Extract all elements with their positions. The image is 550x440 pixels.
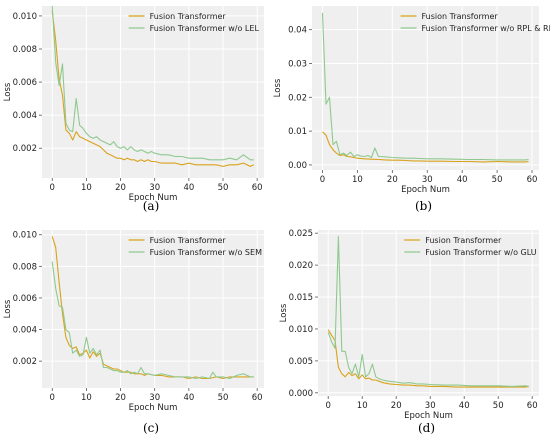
y-axis-label: Loss [3,299,13,318]
chart-panel-1: 0 10 20 30 40 50 60 0.002 0.004 0.006 0.008 0.010 Ep… [3,5,264,213]
y-axis-label: Loss [3,82,13,101]
x-tick-label: 50 [218,183,229,193]
x-tick-label: 40 [183,183,194,193]
x-tick-label: 60 [252,183,263,193]
series-line-2 [51,5,254,161]
x-tick-label: 10 [352,175,363,185]
x-tick-label: 40 [459,401,470,411]
series-line-2 [321,12,529,161]
x-tick-label: 50 [493,401,504,411]
x-tick-label: 60 [252,393,263,403]
panel-caption: (b) [415,199,432,213]
plot-area [312,6,539,170]
x-tick-label: 0 [50,183,55,193]
y-tick-label: 0.01 [288,127,307,137]
x-tick-label: 40 [457,175,468,185]
y-tick-label: 0.002 [13,144,37,154]
x-tick-label: 60 [527,175,538,185]
x-tick-label: 30 [422,175,433,185]
series-line-1 [51,10,255,167]
x-tick-label: 20 [387,175,398,185]
y-tick-label: 0.015 [289,293,313,303]
plot-area [42,230,264,388]
legend-entry-2: Fusion Transformer w/o RPL & RMA [422,24,550,33]
series-line-1 [327,329,529,388]
legend-entry-1: Fusion Transformer [150,236,227,245]
y-tick-label: 0.03 [288,59,307,69]
y-axis-label: Loss [273,78,283,97]
legend-entry-2: Fusion Transformer w/o GLU [425,248,537,257]
x-tick-label: 10 [81,393,92,403]
y-tick-label: 0.010 [289,325,313,335]
plot-area [318,230,539,396]
legend-entry-1: Fusion Transformer [150,12,227,21]
x-axis-label: Epoch Num [401,185,450,195]
y-tick-label: 0.008 [13,45,37,55]
x-tick-label: 0 [325,401,330,411]
y-tick-label: 0.006 [13,294,37,304]
x-tick-label: 30 [425,401,436,411]
plot-area [42,6,264,178]
x-tick-label: 10 [81,183,92,193]
x-tick-label: 40 [183,393,194,403]
legend-entry-1: Fusion Transformer [425,236,502,245]
x-tick-label: 0 [320,175,325,185]
panel-caption: (c) [143,421,159,435]
y-tick-label: 0.004 [13,326,37,336]
legend-entry-1: Fusion Transformer [422,12,499,21]
x-axis-label: Epoch Num [129,193,178,203]
y-tick-label: 0.020 [289,261,313,271]
x-tick-label: 30 [149,183,160,193]
y-tick-label: 0.025 [289,229,313,239]
y-tick-label: 0.000 [289,389,313,399]
x-axis-label: Epoch Num [129,403,178,413]
panel-caption: (a) [143,199,160,213]
y-tick-label: 0.010 [13,231,37,241]
y-axis-label: Loss [279,303,289,322]
legend-entry-2: Fusion Transformer w/o SEM [150,248,262,257]
x-tick-label: 0 [50,393,55,403]
x-tick-label: 30 [149,393,160,403]
y-tick-label: 0.02 [288,93,307,103]
x-axis-label: Epoch Num [404,411,453,421]
y-tick-label: 0.010 [13,12,37,22]
chart-panel-2: 0 10 20 30 40 50 60 0.00 0.01 0.02 0.03 0.04 Epoch N… [273,6,550,213]
y-tick-label: 0.04 [288,26,307,36]
x-tick-label: 20 [391,401,402,411]
panel-caption: (d) [418,421,435,435]
y-tick-label: 0.005 [289,357,313,367]
chart-panel-4: 0 10 20 30 40 50 60 0.000 0.005 0.010 0.015 0.020 0.… [279,229,539,435]
y-tick-label: 0.002 [13,357,37,367]
x-tick-label: 50 [218,393,229,403]
y-tick-label: 0.008 [13,262,37,272]
series-line-1 [322,131,529,163]
y-tick-label: 0.00 [288,161,307,171]
x-tick-label: 10 [357,401,368,411]
legend-entry-2: Fusion Transformer w/o LEL [150,24,260,33]
x-tick-label: 50 [492,175,503,185]
x-tick-label: 20 [115,183,126,193]
series-line-2 [327,235,529,387]
y-tick-label: 0.004 [13,111,37,121]
chart-panel-3: 0 10 20 30 40 50 60 0.002 0.004 0.006 0.008 0.010 Ep… [3,230,264,435]
x-tick-label: 60 [527,401,538,411]
x-tick-label: 20 [115,393,126,403]
y-tick-label: 0.006 [13,78,37,88]
series-line-2 [51,261,254,380]
